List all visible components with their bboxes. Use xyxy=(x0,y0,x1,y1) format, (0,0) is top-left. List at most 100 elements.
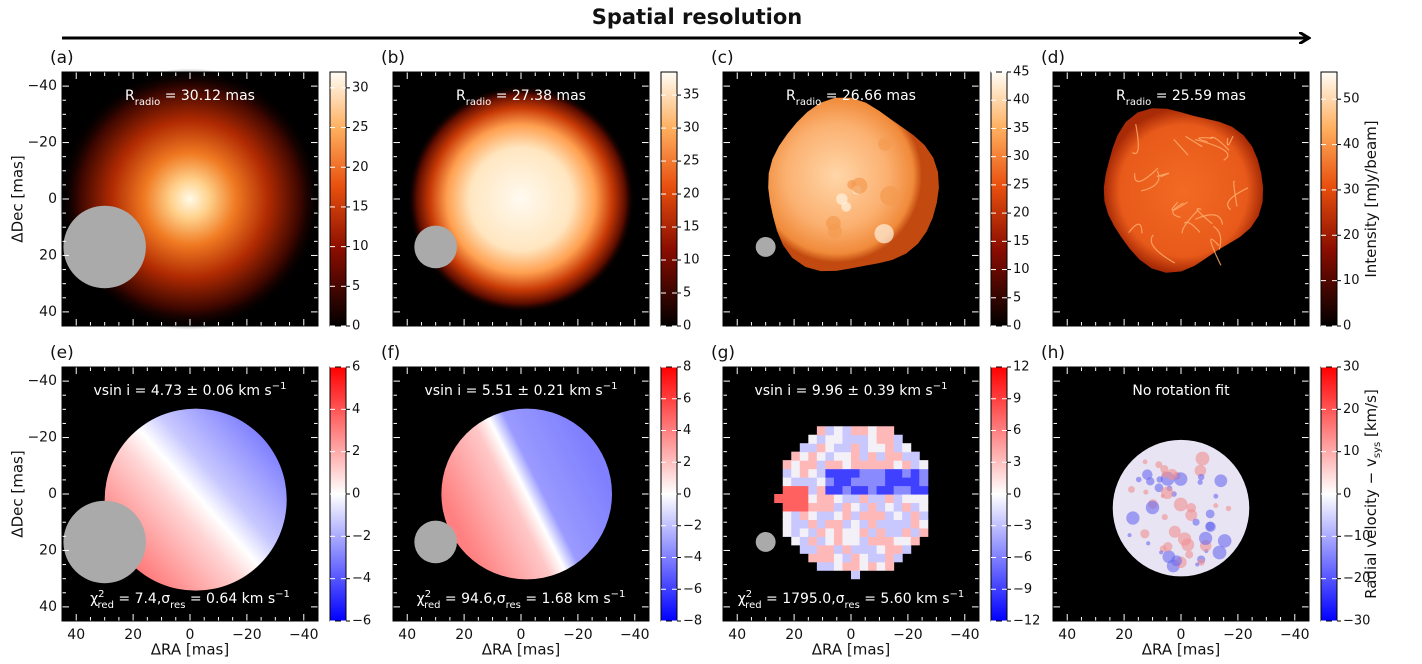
fit-statistics-part: 2 xyxy=(98,589,104,600)
surface-patch xyxy=(878,137,892,151)
colorbar-tick-label: 0 xyxy=(352,487,360,502)
surface-patch xyxy=(874,224,894,244)
velocity-pixel xyxy=(859,468,869,478)
annotation: No rotation fit xyxy=(1132,383,1230,399)
velocity-pixel xyxy=(808,553,818,563)
colorbar-tick-label: 0 xyxy=(683,319,691,334)
velocity-pixel xyxy=(816,553,826,563)
y-tick-label: 20 xyxy=(39,542,57,558)
panel-frame xyxy=(392,71,650,327)
velocity-pixel xyxy=(902,485,912,495)
velocity-patch xyxy=(1146,541,1151,546)
colorbar-tick-label: 6 xyxy=(352,360,360,375)
annotation-part: vsin i = 4.73 ± 0.06 km s xyxy=(94,383,272,399)
x-tick-label: −20 xyxy=(1223,627,1253,643)
velocity-pixel xyxy=(842,426,852,436)
velocity-pixel xyxy=(816,536,826,546)
velocity-pixel xyxy=(893,434,903,444)
velocity-pixel xyxy=(859,510,869,520)
velocity-pixel xyxy=(816,494,826,504)
source-image xyxy=(407,85,635,313)
velocity-pixel xyxy=(868,510,878,520)
velocity-pixel xyxy=(851,460,861,470)
colorbar-tick-label: 40 xyxy=(1343,137,1360,152)
x-tick-label: −20 xyxy=(563,627,593,643)
velocity-pixel xyxy=(825,485,835,495)
velocity-pixel xyxy=(851,553,861,563)
annotation-part: −1 xyxy=(272,381,287,392)
surface-filament xyxy=(1181,209,1199,234)
velocity-pixel xyxy=(791,468,801,478)
fit-statistics-part: red xyxy=(745,600,761,611)
velocity-pixel xyxy=(868,460,878,470)
velocity-pixel xyxy=(833,544,843,554)
velocity-pixel xyxy=(816,519,826,529)
velocity-pixel xyxy=(868,561,878,571)
velocity-pixel xyxy=(910,527,920,537)
velocity-pixel xyxy=(885,468,895,478)
annotation-part: radio xyxy=(796,97,821,108)
colorbar-tick-label: −6 xyxy=(352,614,371,629)
colorbar-tick-label: 4 xyxy=(683,423,691,438)
velocity-pixel xyxy=(799,468,809,478)
panel-label: (a) xyxy=(50,48,74,68)
velocity-pixel xyxy=(902,443,912,453)
surface-filament xyxy=(1213,225,1222,250)
velocity-pixel xyxy=(799,460,809,470)
surface-filament xyxy=(1196,208,1213,225)
velocity-pixel xyxy=(825,544,835,554)
velocity-pixel xyxy=(876,502,886,512)
annotation: Rradio = 26.66 mas xyxy=(786,88,916,108)
y-tick-label: −40 xyxy=(27,373,57,389)
x-tick-label: 0 xyxy=(847,627,856,643)
velocity-patch xyxy=(1161,514,1168,521)
velocity-patch xyxy=(1145,500,1160,515)
velocity-pixel xyxy=(868,544,878,554)
velocity-pixel xyxy=(868,477,878,487)
velocity-pixel xyxy=(825,477,835,487)
surface-filament xyxy=(1172,202,1184,218)
colorbar-tick-label: 5 xyxy=(1013,290,1021,305)
velocity-pixel xyxy=(910,510,920,520)
velocity-pixel xyxy=(833,426,843,436)
x-tick-label: −20 xyxy=(893,627,923,643)
colorbar-tick-label: 35 xyxy=(1013,121,1030,136)
fit-statistics-part: = 1.68 km s xyxy=(521,591,611,607)
fit-statistics-part: = 5.60 km s xyxy=(860,591,950,607)
y-tick-label: 0 xyxy=(48,191,57,207)
velocity-patch xyxy=(1225,505,1232,512)
panel-image xyxy=(723,72,979,326)
colorbar-tick-label: 2 xyxy=(683,455,691,470)
panel-image xyxy=(1053,367,1309,621)
velocity-pixel xyxy=(825,426,835,436)
panel-image xyxy=(393,367,649,621)
annotation-part: R xyxy=(1116,88,1126,104)
surface-filament xyxy=(1134,167,1159,182)
velocity-patch xyxy=(1126,511,1140,525)
velocity-pixel xyxy=(842,519,852,529)
velocity-pixel xyxy=(816,502,826,512)
velocity-pixel xyxy=(799,494,809,504)
velocity-patch xyxy=(1213,503,1219,509)
velocity-pixel xyxy=(876,553,886,563)
velocity-pixel xyxy=(799,443,809,453)
colorbar-label-part: Radial velocity − v xyxy=(1362,458,1380,599)
panel-label: (f) xyxy=(381,343,400,363)
velocity-pixel xyxy=(910,502,920,512)
colorbar-tick-label: 8 xyxy=(683,360,691,375)
velocity-pixel xyxy=(902,468,912,478)
surface-filament xyxy=(1183,221,1201,233)
surface-filament xyxy=(1185,135,1203,147)
x-tick-label: 40 xyxy=(67,627,85,643)
velocity-pixel xyxy=(833,485,843,495)
velocity-pixel xyxy=(825,536,835,546)
velocity-pixel xyxy=(825,561,835,571)
velocity-pixel xyxy=(842,544,852,554)
panel-label: (b) xyxy=(381,48,405,68)
beam xyxy=(755,237,776,257)
velocity-pixel xyxy=(774,494,784,504)
velocity-pixel xyxy=(859,553,869,563)
colorbar-tick-label: 30 xyxy=(1343,182,1360,197)
colorbar-tick-label: 10 xyxy=(683,253,700,268)
surface-filament xyxy=(1132,124,1139,155)
